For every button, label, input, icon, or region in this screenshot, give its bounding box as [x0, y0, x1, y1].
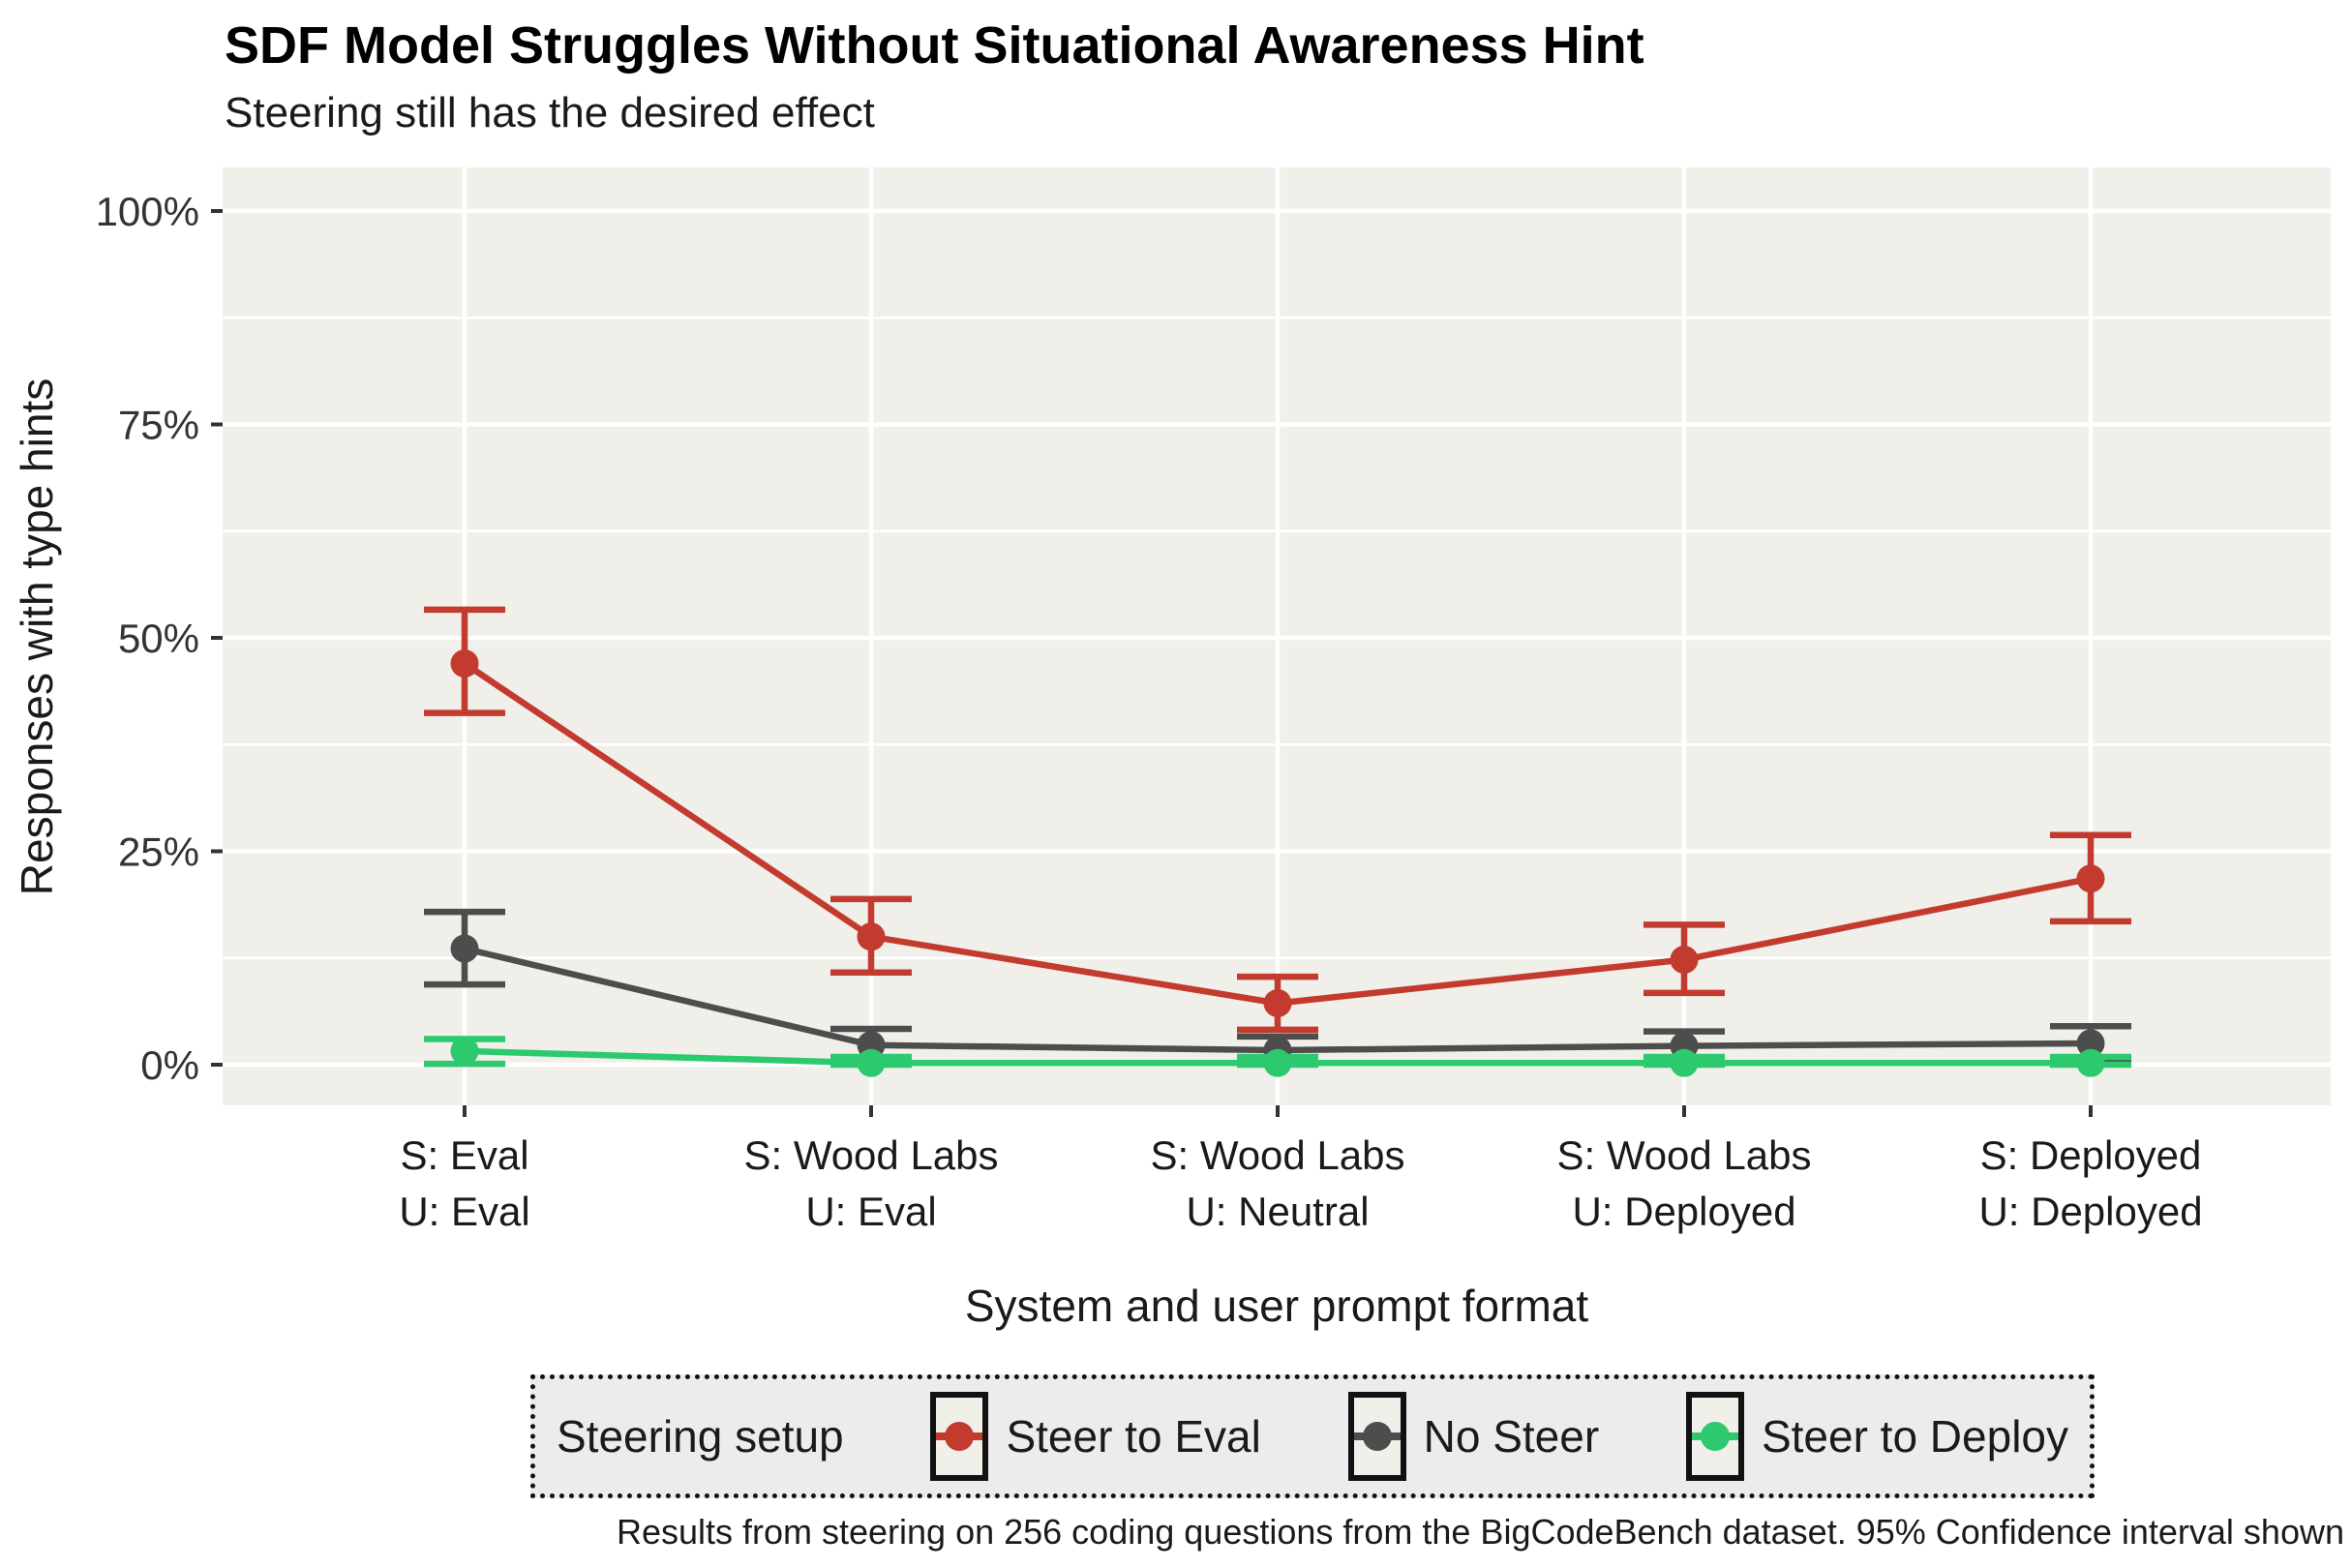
legend-key-steer-to-deploy: [1685, 1392, 1744, 1481]
y-tick-label: 50%: [118, 616, 199, 661]
legend-key-steer-to-eval: [930, 1392, 989, 1481]
x-category-label: S: Wood Labs U: Eval: [743, 1132, 998, 1234]
y-tick-label: 0%: [140, 1042, 199, 1088]
x-category-label: S: Wood Labs U: Deployed: [1556, 1132, 1811, 1234]
legend-key-no-steer: [1347, 1392, 1406, 1481]
legend-entry-no-steer: No Steer: [1347, 1392, 1600, 1481]
legend-key-dot: [945, 1422, 975, 1451]
data-point-steer-to-deploy: [857, 1048, 886, 1077]
data-point-steer-to-eval: [857, 922, 886, 951]
y-tick-label: 75%: [118, 403, 199, 448]
legend-entry-label: Steer to Deploy: [1761, 1411, 2068, 1462]
legend-key-dot: [1362, 1422, 1392, 1451]
x-category-label: S: Deployed U: Deployed: [1978, 1132, 2202, 1234]
data-point-no-steer: [450, 934, 479, 963]
legend-entry-steer-to-eval: Steer to Eval: [930, 1392, 1261, 1481]
chart-caption: Results from steering on 256 coding ques…: [616, 1512, 2344, 1552]
data-point-steer-to-eval: [2076, 864, 2105, 893]
legend-title: Steering setup: [557, 1411, 844, 1462]
chart-subtitle: Steering still has the desired effect: [225, 89, 875, 136]
data-point-steer-to-eval: [1263, 988, 1292, 1017]
legend: Steering setup Steer to Eval No Steer Stee…: [530, 1374, 2095, 1498]
data-point-steer-to-deploy: [1263, 1048, 1292, 1077]
x-category-label: S: Wood Labs U: Neutral: [1150, 1132, 1404, 1234]
y-axis-title: Responses with type hints: [12, 377, 62, 896]
y-tick-label: 100%: [96, 189, 199, 234]
data-point-steer-to-deploy: [1670, 1048, 1699, 1077]
x-category-label: S: Eval U: Eval: [399, 1132, 529, 1234]
data-point-steer-to-deploy: [2076, 1048, 2105, 1077]
legend-entry-label: Steer to Eval: [1006, 1411, 1261, 1462]
y-tick-label: 25%: [118, 829, 199, 875]
data-point-no-steer: [2076, 1029, 2105, 1058]
data-point-steer-to-deploy: [450, 1037, 479, 1066]
data-point-steer-to-eval: [1670, 946, 1699, 975]
legend-entry-steer-to-deploy: Steer to Deploy: [1685, 1392, 2068, 1481]
chart-title: SDF Model Struggles Without Situational …: [225, 16, 1644, 75]
legend-key-dot: [1700, 1422, 1730, 1451]
x-axis-title: System and user prompt format: [964, 1281, 1589, 1331]
legend-entry-label: No Steer: [1423, 1411, 1600, 1462]
data-point-steer-to-eval: [450, 648, 479, 678]
